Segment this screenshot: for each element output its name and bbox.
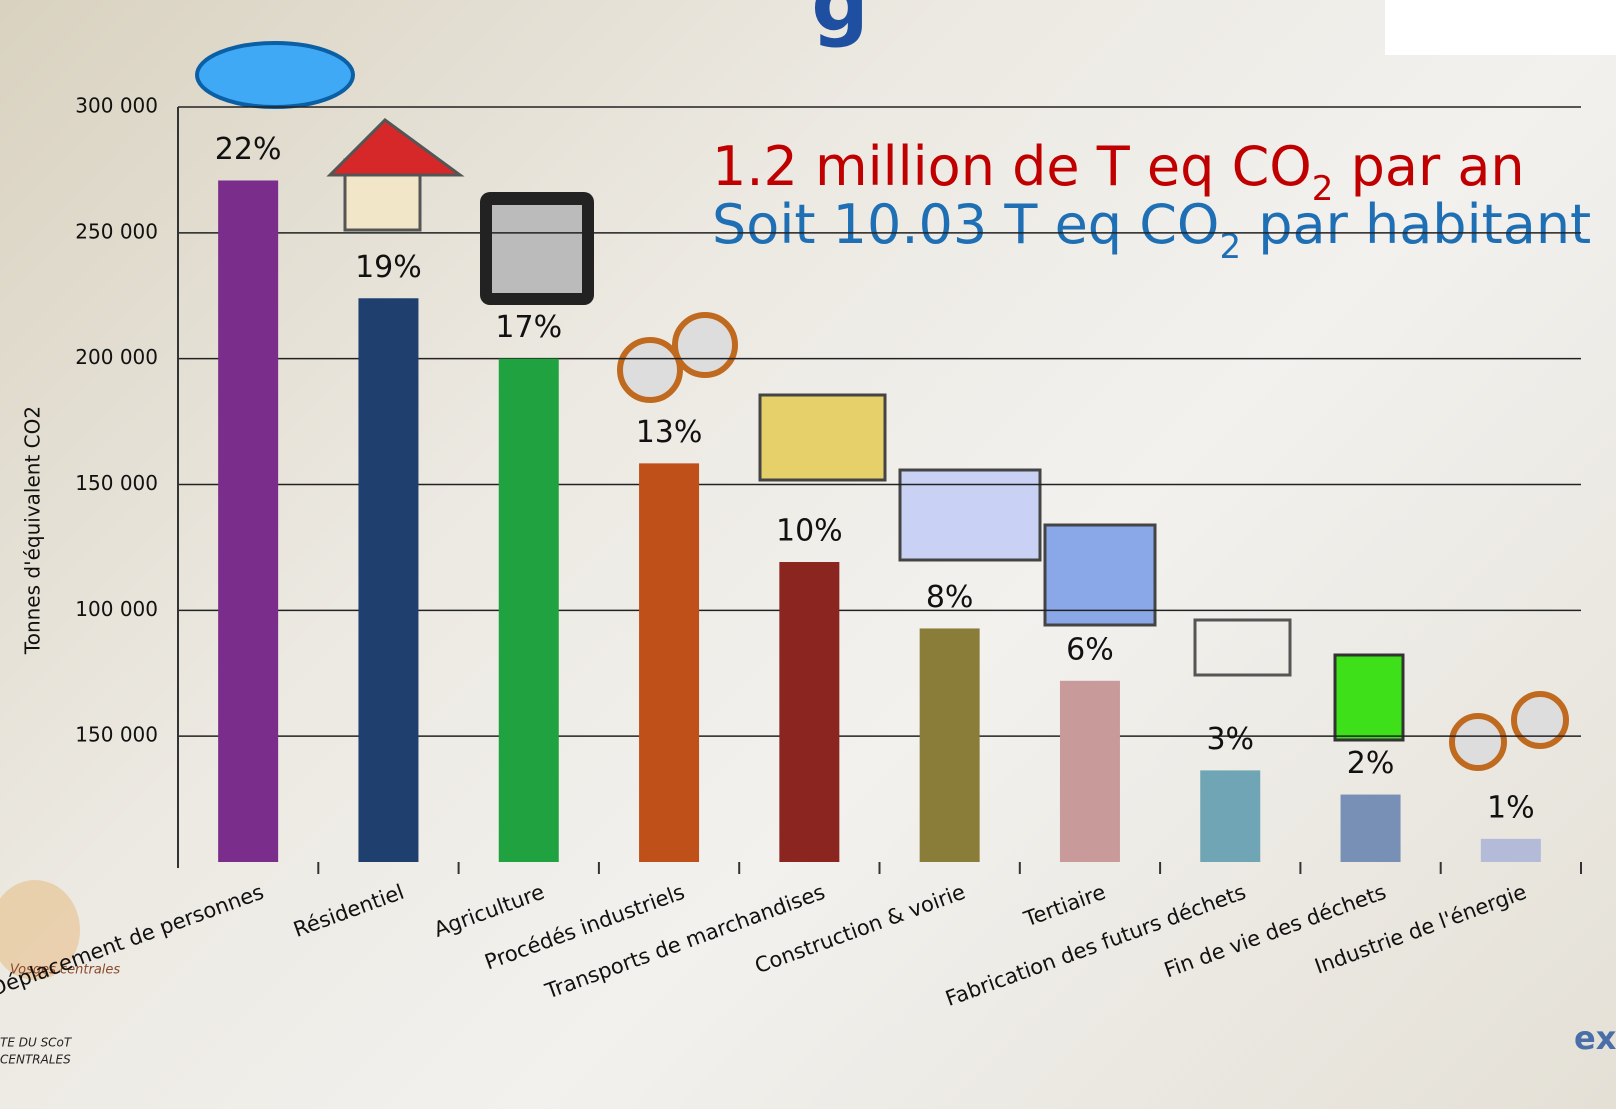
bar [639,463,700,862]
headline-part: par an [1333,135,1524,198]
share-label: 13% [636,415,703,450]
y-tick-label: 150 000 [75,723,158,747]
x-tick-label: Fin de vie des déchets [1161,880,1389,983]
y-axis-label: Tonnes d'équivalent CO2 [21,406,45,655]
y-tick-label: 100 000 [75,597,158,621]
logo-text: Vosges centrales [10,963,120,978]
bar [1480,838,1541,862]
heading-fragment: g [811,0,868,49]
icons [195,41,1569,771]
share-label: 10% [776,514,843,549]
bar [1200,770,1261,862]
x-tick-label: Résidentiel [290,880,407,942]
share-label: 8% [926,580,974,615]
share-label: 2% [1347,746,1395,781]
logo-text: TE DU SCoT [0,1036,73,1050]
share-label: 3% [1206,722,1254,757]
x-tick-label: Agriculture [431,880,548,942]
bar [1340,794,1401,862]
headline-part: 1.2 million de T eq CO [712,135,1312,198]
headline: 1.2 million de T eq CO2 par an [712,135,1525,209]
white-box [1385,0,1616,55]
share-label: 6% [1066,632,1114,667]
y-tick-label: 200 000 [75,345,158,369]
headline-part: Soit 10.03 T eq CO [712,193,1219,256]
bar [498,358,559,862]
y-tick-label: 250 000 [75,219,158,243]
bar [779,562,840,862]
bar [358,298,419,862]
subscript: 2 [1219,227,1241,267]
y-tick-label: 150 000 [75,471,158,495]
corner-text: ex [1574,1019,1616,1057]
subheadline: Soit 10.03 T eq CO2 par habitant [712,193,1591,267]
bar [218,180,279,862]
share-label: 17% [495,310,562,345]
share-label: 1% [1487,790,1535,825]
logo-text: CENTRALES [0,1053,71,1067]
share-label: 19% [355,250,422,285]
logo: Vosges centrales TE DU SCoT CENTRALES [0,880,120,1067]
headline-part: par habitant [1241,193,1591,256]
share-label: 22% [215,132,282,167]
y-tick-label: 300 000 [75,94,158,118]
subscript: 2 [1312,169,1334,209]
bar [1059,680,1120,862]
x-tick-label: Tertiaire [1020,880,1109,932]
bar [919,628,980,862]
